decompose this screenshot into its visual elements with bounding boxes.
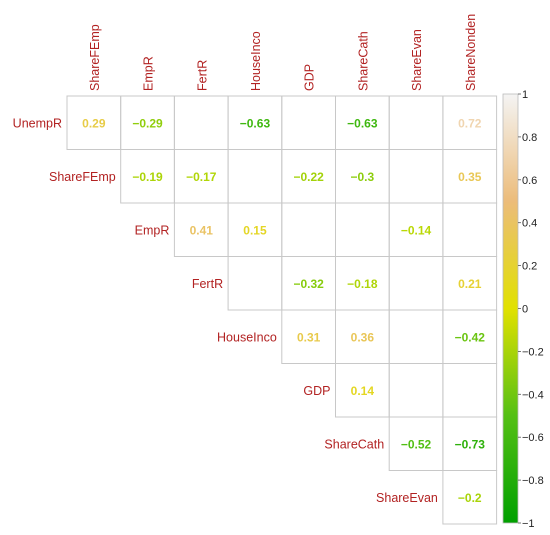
row-label: UnempR xyxy=(13,116,62,130)
grid-cell xyxy=(388,149,444,204)
colorbar-tick-label: −0.6 xyxy=(522,432,544,444)
row-label: ShareCath xyxy=(324,437,384,451)
correlation-value: −0.63 xyxy=(240,116,271,130)
column-label: ShareCath xyxy=(356,31,370,91)
colorbar-tick-label: 0.2 xyxy=(522,261,537,273)
grid-cell xyxy=(388,309,444,364)
colorbar-tick-label: 1 xyxy=(522,89,528,101)
grid-cell xyxy=(281,95,336,150)
correlation-value: −0.52 xyxy=(401,437,432,451)
column-label: EmpR xyxy=(142,56,156,91)
grid-cell xyxy=(227,256,283,311)
column-label: GDP xyxy=(303,64,317,91)
correlation-value: 0.15 xyxy=(243,223,267,237)
correlation-value: −0.73 xyxy=(455,437,486,451)
cell-values: 0.29 −0.29 −0.63 −0.63 0.72 −0.19 −0.17 −0.22 −0… xyxy=(82,116,485,505)
colorbar-tick-label: 0.4 xyxy=(522,218,537,230)
correlation-value: 0.41 xyxy=(190,223,214,237)
column-label: ShareEvan xyxy=(410,29,424,91)
correlation-value: −0.63 xyxy=(347,116,378,130)
correlation-value: 0.72 xyxy=(458,116,482,130)
colorbar: 1 0.8 0.6 0.4 0.2 0 −0.2 −0.4 −0.6 −0.8 −1 xyxy=(502,89,544,530)
colorbar-tick-label: −0.8 xyxy=(522,475,544,487)
correlation-value: 0.21 xyxy=(458,277,482,291)
correlation-value: 0.35 xyxy=(458,170,482,184)
row-label: FertR xyxy=(192,277,223,291)
grid-cell xyxy=(388,95,444,150)
correlation-value: −0.29 xyxy=(132,116,163,130)
correlation-value: 0.29 xyxy=(82,116,106,130)
row-label: EmpR xyxy=(135,223,170,237)
column-label: ShareNonden xyxy=(464,14,478,91)
correlation-value: −0.22 xyxy=(293,170,324,184)
column-label: FertR xyxy=(195,60,209,91)
colorbar-tick-label: 0.8 xyxy=(522,132,537,144)
grid-cell xyxy=(442,202,498,257)
row-labels: UnempR ShareFEmp EmpR FertR HouseInco GDP Shar… xyxy=(13,116,438,505)
row-label: GDP xyxy=(303,384,330,398)
grid-cell xyxy=(442,363,498,418)
column-label: HouseInco xyxy=(249,31,263,91)
row-label: ShareFEmp xyxy=(49,170,116,184)
grid-cell xyxy=(388,256,444,311)
colorbar-tick-label: −0.2 xyxy=(522,346,544,358)
correlation-value: 0.14 xyxy=(351,384,375,398)
correlation-value: −0.32 xyxy=(293,277,324,291)
correlation-value: 0.31 xyxy=(297,330,321,344)
correlation-value: −0.2 xyxy=(458,491,482,505)
correlation-value: −0.42 xyxy=(455,330,486,344)
colorbar-gradient xyxy=(502,93,519,524)
column-label: ShareFEmp xyxy=(88,24,102,91)
row-label: HouseInco xyxy=(217,330,277,344)
colorbar-tick-label: −0.4 xyxy=(522,389,544,401)
grid-cell xyxy=(227,149,283,204)
correlation-value: −0.14 xyxy=(401,223,432,237)
grid-cell xyxy=(173,95,229,150)
colorbar-tick-label: 0 xyxy=(522,304,528,316)
correlation-value: −0.19 xyxy=(132,170,163,184)
grid xyxy=(66,95,498,525)
colorbar-tick-label: −1 xyxy=(522,518,535,530)
correlation-value: 0.36 xyxy=(351,330,375,344)
correlation-value: −0.18 xyxy=(347,277,378,291)
grid-cell xyxy=(388,363,444,418)
grid-cell xyxy=(442,470,498,525)
correlation-value: −0.3 xyxy=(350,170,374,184)
grid-cell xyxy=(335,202,390,257)
column-labels: ShareFEmp EmpR FertR HouseInco GDP ShareCath S… xyxy=(88,14,478,91)
correlation-value: −0.17 xyxy=(186,170,217,184)
grid-cell xyxy=(281,202,336,257)
colorbar-tick-label: 0.6 xyxy=(522,175,537,187)
row-label: ShareEvan xyxy=(376,491,438,505)
